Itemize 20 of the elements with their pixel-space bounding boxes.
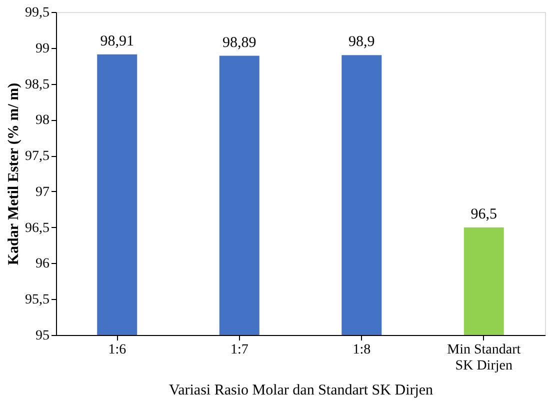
- y-tick-label: 97,5: [25, 149, 50, 164]
- y-tick-label: 96,5: [25, 220, 50, 236]
- x-tick-label: 1:6: [108, 342, 126, 358]
- y-tick-label: 95,5: [25, 292, 50, 308]
- x-tick-label: 1:7: [230, 342, 248, 358]
- y-tick-label: 95: [36, 328, 50, 344]
- data-label: 98,89: [222, 34, 256, 51]
- data-label: 98,91: [100, 33, 134, 50]
- y-tick-label: 99,5: [25, 6, 50, 20]
- data-label: 98,9: [348, 34, 375, 50]
- y-tick-label: 98: [36, 113, 50, 128]
- y-axis-title: Kadar Metil Ester (% m/ m): [6, 82, 22, 266]
- x-axis-title: Variasi Rasio Molar dan Standart SK Dirjen: [168, 382, 434, 398]
- y-tick-label: 99: [36, 41, 50, 56]
- x-tick-label: Min Standart SK Dirjen: [447, 342, 521, 374]
- x-tick-label: 1:8: [352, 342, 371, 358]
- y-tick-label: 97: [36, 184, 50, 200]
- data-label: 96,5: [470, 206, 497, 222]
- y-tick-label: 98,5: [25, 77, 50, 92]
- y-tick-label: 96: [36, 256, 50, 272]
